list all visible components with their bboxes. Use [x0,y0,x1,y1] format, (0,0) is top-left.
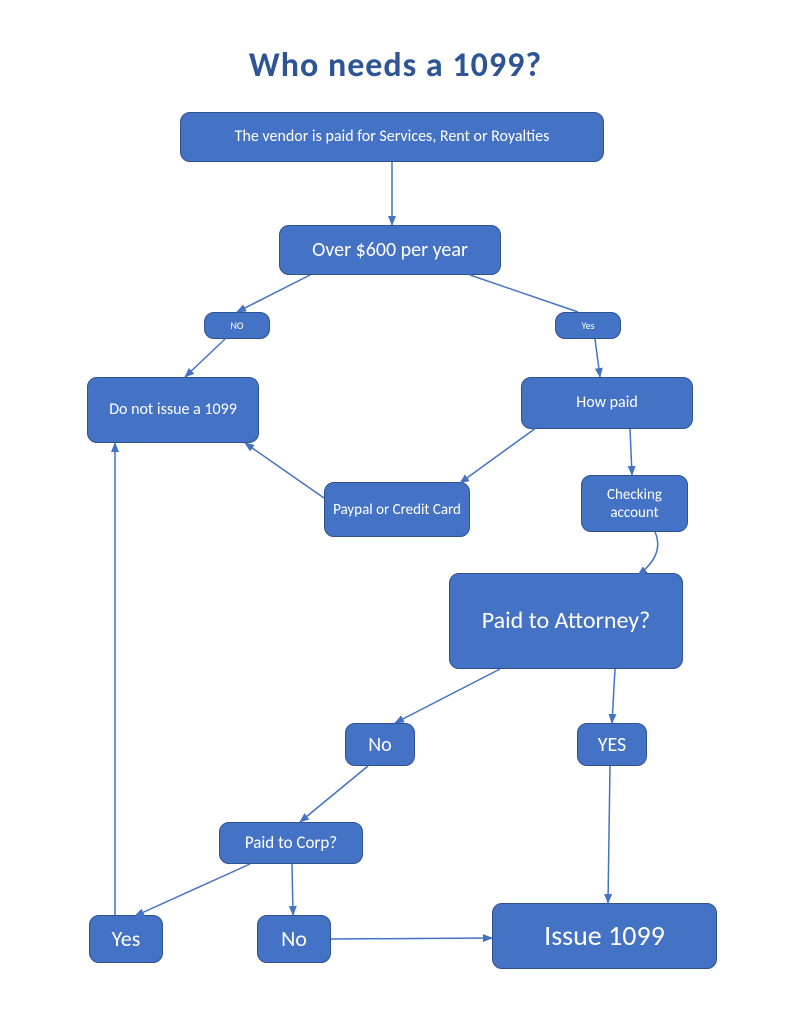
node-checking: Checking account [581,475,688,532]
node-ans_no1: NO [204,312,270,339]
edge-attorney-to-att_yes [612,669,615,723]
node-att_no: No [345,723,415,766]
node-howpaid: How paid [521,377,693,429]
edge-over600-to-ans_no1 [237,275,310,312]
node-paypal: Paypal or Credit Card [324,482,470,537]
edge-paypal-to-dontissue [245,443,324,498]
edge-checking-to-attorney [638,532,658,575]
edge-att_yes-to-issue [608,766,610,903]
node-att_yes: YES [577,723,647,766]
edge-attorney-to-att_no [395,669,500,723]
node-start: The vendor is paid for Services, Rent or… [180,112,604,162]
edge-howpaid-to-checking [630,429,632,475]
node-corp_no: No [257,915,331,963]
edge-att_no-to-corp [300,766,368,822]
page-title: Who needs a 1099? [0,45,791,86]
edge-ans_no1-to-dontissue [185,339,225,377]
node-attorney: Paid to Attorney? [449,573,683,669]
node-corp: Paid to Corp? [219,822,363,864]
edge-ans_yes1-to-howpaid [595,339,600,377]
node-corp_yes: Yes [89,915,163,963]
edge-corp_no-to-issue [331,938,492,939]
node-issue: Issue 1099 [492,903,717,969]
node-over600: Over $600 per year [279,225,501,275]
edge-over600-to-ans_yes1 [470,275,578,312]
node-dontissue: Do not issue a 1099 [87,377,259,443]
edge-corp-to-corp_no [292,864,293,915]
edge-howpaid-to-paypal [460,425,540,483]
edge-corp-to-corp_yes [135,864,250,916]
node-ans_yes1: Yes [555,312,621,339]
